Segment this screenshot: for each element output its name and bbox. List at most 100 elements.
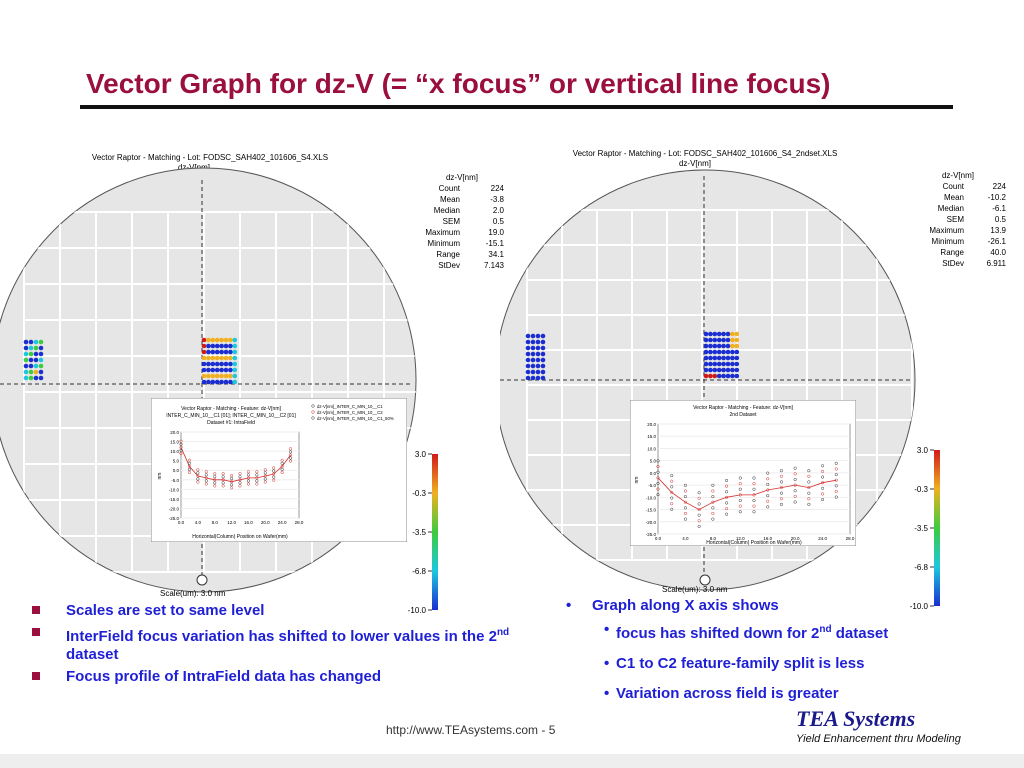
- vector-point: [223, 349, 229, 355]
- inset-data-point: [752, 498, 756, 503]
- inset-data-point: [807, 480, 811, 484]
- inset-data-point: [656, 464, 660, 469]
- inset-data-point: [656, 493, 660, 497]
- inset-y-tick: 15.0: [647, 434, 656, 439]
- inset-data-point: [752, 504, 756, 508]
- stat-value: 40.0: [990, 248, 1006, 257]
- round-bullet-icon: •: [604, 621, 610, 638]
- inset-data-point: [725, 484, 729, 488]
- inset-data-point: [187, 458, 191, 462]
- vector-point: [23, 363, 29, 369]
- stat-label: Range: [436, 250, 460, 259]
- vector-point: [223, 343, 229, 349]
- square-bullet-icon: [32, 628, 40, 636]
- inset-data-point: [725, 507, 729, 511]
- inset-data-point: [289, 453, 293, 457]
- vector-point: [703, 349, 709, 355]
- inset-y-tick: -25.0: [646, 532, 657, 537]
- inset-data-point: [255, 473, 259, 477]
- stat-value: 2.0: [493, 206, 505, 215]
- vector-point: [540, 363, 546, 369]
- vector-point: [725, 373, 731, 379]
- vector-point: [525, 333, 531, 339]
- vector-point: [23, 369, 29, 375]
- inset-data-point: [725, 490, 729, 494]
- inset-y-tick: -5.0: [171, 478, 179, 483]
- inset-data-point: [230, 474, 234, 478]
- vector-point: [712, 343, 718, 349]
- inset-data-point: [230, 480, 234, 484]
- inset-data-point: [738, 510, 742, 514]
- left-wafer-header: Vector Raptor - Matching - Lot: FODSC_SA…: [92, 153, 328, 162]
- left-wafer-subheader: dz-V[nm]: [178, 163, 210, 172]
- vector-point: [730, 373, 735, 379]
- vector-point: [535, 369, 541, 375]
- colorbar-tick-label: -3.5: [412, 528, 426, 537]
- inset-data-point: [255, 470, 259, 474]
- inset-data-point: [834, 489, 838, 494]
- inset-x-tick: 4.0: [682, 536, 689, 541]
- left-bullet-text: Focus profile of IntraField data has cha…: [66, 668, 382, 685]
- vector-point: [228, 337, 233, 343]
- left-inset-series: 20.0 15.0 10.0 5.0 0.0 -5.0 -10.0 -15.0 -20.0 -25…: [169, 430, 304, 525]
- vector-point: [730, 337, 735, 343]
- stat-value: -26.1: [988, 237, 1007, 246]
- stat-value: 7.143: [484, 261, 505, 270]
- vector-point: [712, 367, 718, 373]
- vector-point: [725, 355, 731, 361]
- vector-point: [206, 373, 211, 379]
- stat-label: Count: [439, 184, 461, 193]
- vector-point: [206, 355, 211, 361]
- right-inset-title: Vector Raptor - Matching - Feature: dz-V…: [693, 405, 793, 411]
- vector-point: [232, 361, 238, 367]
- inset-y-tick: 20.0: [170, 430, 179, 435]
- vector-point: [540, 357, 546, 363]
- stat-label: Minimum: [932, 237, 965, 246]
- vector-point: [721, 337, 726, 343]
- inset-data-point: [263, 471, 267, 475]
- vector-point: [23, 357, 29, 363]
- stat-label: SEM: [443, 217, 461, 226]
- vector-point: [721, 349, 726, 355]
- square-bullet-icon: [32, 672, 40, 680]
- right-wafer-header: Vector Raptor - Matching - Lot: FODSC_SA…: [573, 149, 838, 158]
- vector-point: [734, 337, 740, 343]
- vector-point: [219, 355, 224, 361]
- vector-point: [33, 345, 39, 351]
- vector-point: [530, 375, 536, 381]
- left-bullet-item: Scales are set to same level: [30, 602, 530, 620]
- inset-data-point: [697, 519, 701, 523]
- vector-point: [28, 357, 34, 363]
- inset-data-point: [670, 485, 674, 489]
- stat-label: StDev: [942, 259, 964, 268]
- right-inset-ylabel: nm: [634, 477, 640, 484]
- vector-point: [716, 337, 722, 343]
- inset-data-point: [196, 471, 200, 475]
- inset-data-point: [683, 511, 687, 516]
- vector-point: [206, 343, 211, 349]
- inset-data-point: [793, 477, 797, 482]
- vector-point: [210, 355, 216, 361]
- legend-label: dz-V[nm]_INTER_C_MIN_10__C1_50%: [317, 416, 394, 421]
- inset-data-point: [752, 493, 756, 497]
- vector-point: [38, 345, 44, 351]
- vector-point: [28, 375, 34, 381]
- vector-point: [730, 367, 735, 373]
- inset-data-point: [213, 484, 217, 488]
- stat-value: 34.1: [488, 250, 504, 259]
- inset-data-point: [821, 492, 825, 496]
- vector-point: [219, 343, 224, 349]
- stat-label: Mean: [440, 195, 460, 204]
- right-sub-bullet-text: focus has shifted down for 2: [616, 625, 820, 642]
- vector-point: [708, 355, 713, 361]
- inset-data-point: [230, 483, 234, 487]
- right-wafer-map: Vector Raptor - Matching - Lot: FODSC_SA…: [500, 149, 1007, 611]
- vector-point: [214, 349, 220, 355]
- vector-point: [28, 351, 34, 357]
- inset-data-point: [697, 502, 701, 506]
- vector-point: [228, 349, 233, 355]
- vector-point: [28, 345, 34, 351]
- vector-point: [214, 373, 220, 379]
- inset-data-point: [766, 477, 770, 481]
- left-stats-title: dz-V[nm]: [446, 173, 478, 182]
